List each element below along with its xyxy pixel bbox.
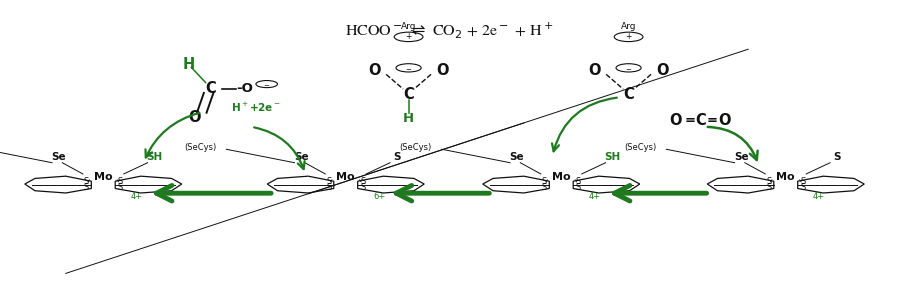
Text: Mo: Mo [552, 172, 570, 182]
Text: C: C [403, 87, 414, 102]
Text: S: S [833, 152, 841, 162]
Text: C: C [623, 87, 634, 102]
Text: H$^+$+2e$^-$: H$^+$+2e$^-$ [231, 101, 281, 114]
Text: (SeCys): (SeCys) [184, 142, 216, 152]
Text: Arg: Arg [621, 22, 637, 31]
Text: SH: SH [146, 152, 163, 162]
Text: S: S [118, 183, 123, 192]
Text: S: S [800, 183, 806, 192]
Text: +: + [405, 32, 412, 41]
Text: 6+: 6+ [373, 192, 385, 201]
Text: (SeCys): (SeCys) [400, 142, 432, 152]
Text: 4+: 4+ [588, 192, 601, 201]
Text: S: S [541, 177, 547, 186]
Text: S: S [118, 177, 123, 186]
Text: Se: Se [509, 152, 524, 162]
Text: Se: Se [734, 152, 749, 162]
Text: Se: Se [51, 152, 66, 162]
Text: O: O [189, 111, 201, 125]
Text: 4+: 4+ [130, 192, 143, 201]
Text: S: S [576, 183, 581, 192]
Text: O: O [436, 63, 449, 78]
Text: S: S [766, 183, 771, 192]
Text: (SeCys): (SeCys) [624, 142, 656, 152]
Text: S: S [84, 183, 89, 192]
Text: O: O [669, 114, 682, 128]
Text: -O: -O [236, 82, 253, 95]
Text: $-$: $-$ [263, 81, 270, 87]
Text: +: + [625, 32, 632, 41]
Text: Mo: Mo [337, 172, 355, 182]
Text: S: S [84, 177, 89, 186]
Text: C: C [695, 114, 706, 128]
Text: S: S [541, 183, 547, 192]
Text: Arg: Arg [401, 22, 417, 31]
Text: 4+: 4+ [813, 192, 825, 201]
Text: S: S [326, 183, 331, 192]
Text: C: C [206, 81, 216, 96]
Text: S: S [326, 177, 331, 186]
Text: S: S [393, 152, 401, 162]
Text: O: O [588, 63, 601, 78]
Text: SH: SH [604, 152, 621, 162]
Text: $-$: $-$ [625, 65, 632, 71]
Text: S: S [360, 177, 365, 186]
Text: Mo: Mo [777, 172, 795, 182]
Text: H: H [182, 58, 195, 72]
Text: =: = [684, 114, 695, 127]
Text: Mo: Mo [94, 172, 112, 182]
Text: S: S [800, 177, 806, 186]
Text: $-$: $-$ [405, 65, 412, 71]
Text: S: S [766, 177, 771, 186]
Text: O: O [368, 63, 381, 78]
Text: S: S [576, 177, 581, 186]
Text: Se: Se [294, 152, 309, 162]
Text: HCOO$^-$ $\rightleftharpoons$ CO$_2$ + 2e$^-$ + H$^+$: HCOO$^-$ $\rightleftharpoons$ CO$_2$ + 2… [345, 19, 553, 40]
Text: O: O [718, 114, 731, 128]
Text: O: O [656, 63, 669, 78]
Text: H: H [403, 112, 414, 124]
Text: =: = [707, 114, 718, 127]
Text: S: S [360, 183, 365, 192]
